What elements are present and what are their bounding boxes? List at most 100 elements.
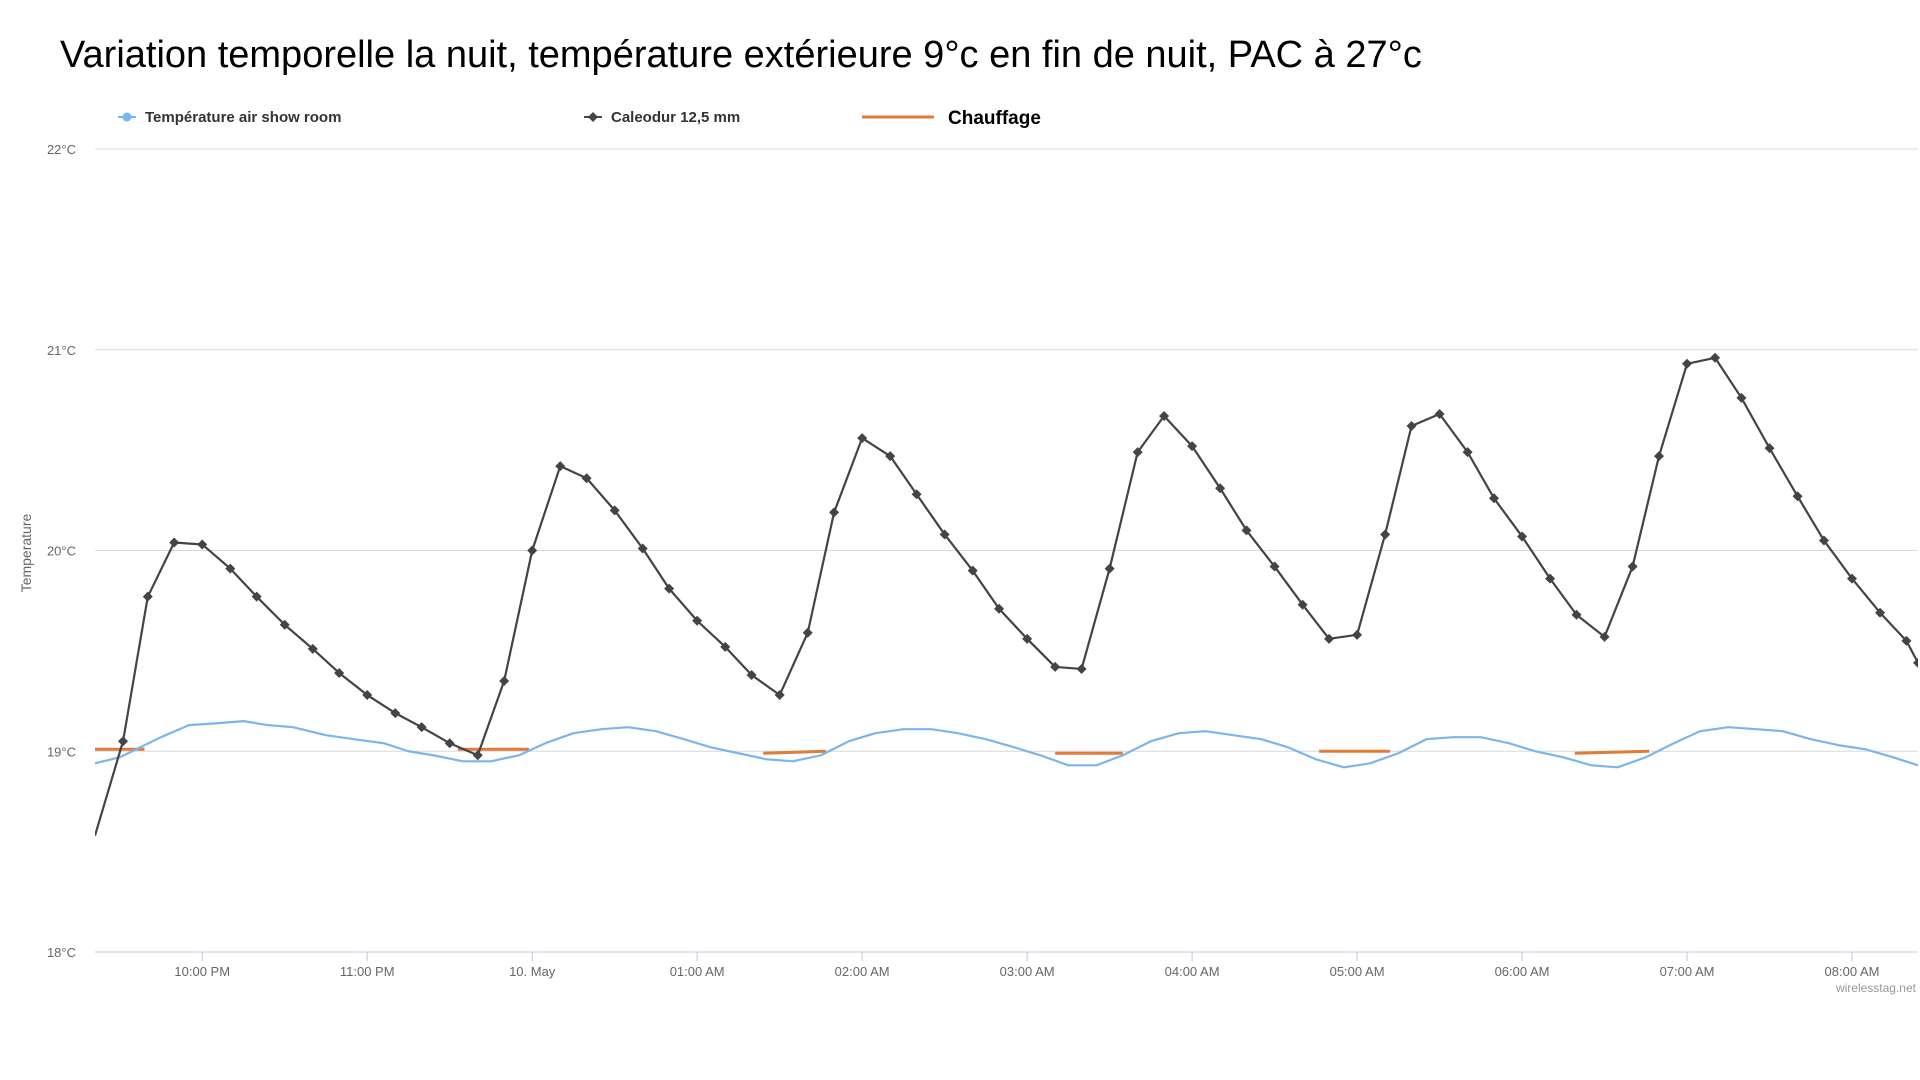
series-caleodur-point <box>1434 408 1445 419</box>
series-caleodur-point <box>581 473 592 484</box>
x-tick-label: 08:00 AM <box>1825 964 1880 979</box>
series-caleodur-point <box>1241 525 1252 536</box>
series-caleodur-point <box>1545 573 1556 584</box>
series-caleodur-point <box>1517 531 1528 542</box>
credits[interactable]: wirelesstag.net <box>1835 981 1917 995</box>
series-caleodur-point <box>307 643 318 654</box>
series-caleodur-point <box>1653 451 1664 462</box>
series-caleodur-point <box>416 722 427 733</box>
series-caleodur-point <box>444 738 455 749</box>
series-caleodur-point <box>1901 635 1912 646</box>
series-caleodur-point <box>885 451 896 462</box>
y-tick-label: 18°C <box>47 945 76 960</box>
series-caleodur-point <box>637 543 648 554</box>
series-caleodur-point <box>225 563 236 574</box>
series-caleodur-point <box>857 433 868 444</box>
grid <box>95 148 1918 953</box>
series-caleodur-point <box>499 675 510 686</box>
series-caleodur-point <box>1682 358 1693 369</box>
legend-label: Chauffage <box>948 108 1041 129</box>
series-caleodur-line <box>95 356 1918 836</box>
series-caleodur-point <box>1792 491 1803 502</box>
legend-symbol-circle <box>122 112 132 122</box>
series-caleodur-point <box>1710 352 1721 363</box>
series-caleodur-point <box>1571 609 1582 620</box>
legend-label: Caleodur 12,5 mm <box>611 109 740 126</box>
series-caleodur-point <box>746 669 757 680</box>
series-caleodur-point <box>1599 631 1610 642</box>
series-caleodur-point <box>197 539 208 550</box>
series-caleodur-point <box>118 736 129 747</box>
x-tick-label: 07:00 AM <box>1660 964 1715 979</box>
series-caleodur-point <box>1406 421 1417 432</box>
series-caleodur-point <box>1462 447 1473 458</box>
legend[interactable]: Température air show room Caleodur 12,5 m… <box>118 108 1041 129</box>
series-caleodur-point <box>1104 563 1115 574</box>
series-caleodur-point <box>1489 493 1500 504</box>
series-caleodur-point <box>1764 443 1775 454</box>
series-air-line <box>95 720 1918 769</box>
series-caleodur-point <box>1913 657 1918 668</box>
series-caleodur-point <box>774 690 785 701</box>
x-tick-label: 02:00 AM <box>835 964 890 979</box>
series-caleodur-point <box>802 627 813 638</box>
y-tick-label: 19°C <box>47 744 76 759</box>
series-caleodur-point <box>1159 410 1170 421</box>
series-caleodur-point <box>1736 392 1747 403</box>
series-caleodur-point <box>1215 483 1226 494</box>
series-caleodur-point <box>1875 607 1886 618</box>
series-caleodur-point <box>279 619 290 630</box>
series-chauffage-segment <box>763 749 826 755</box>
series-caleodur-point <box>334 667 345 678</box>
series-caleodur-point <box>169 537 180 548</box>
x-tick-label: 06:00 AM <box>1495 964 1550 979</box>
x-tick-label: 05:00 AM <box>1330 964 1385 979</box>
series-layer <box>95 352 1918 836</box>
series-caleodur-point <box>692 615 703 626</box>
series-caleodur-point <box>939 529 950 540</box>
series-caleodur-point <box>527 545 538 556</box>
series-caleodur-point <box>1818 535 1829 546</box>
y-tick-label: 21°C <box>47 343 76 358</box>
legend-symbol-diamond <box>588 112 598 122</box>
series-caleodur-point <box>251 591 262 602</box>
legend-item-chauffage[interactable]: Chauffage <box>862 108 1041 129</box>
series-caleodur-point <box>1324 633 1335 644</box>
series-caleodur-point <box>472 750 483 761</box>
x-tick-label: 03:00 AM <box>1000 964 1055 979</box>
legend-item-air[interactable]: Température air show room <box>118 109 341 126</box>
series-caleodur-point <box>994 603 1005 614</box>
series-caleodur-point <box>1352 629 1363 640</box>
legend-label: Température air show room <box>145 109 341 126</box>
series-caleodur-point <box>967 565 978 576</box>
x-tick-label: 10:00 PM <box>174 964 230 979</box>
page-title: Variation temporelle la nuit, températur… <box>60 34 1422 76</box>
series-caleodur-point <box>1847 573 1858 584</box>
series-caleodur-point <box>1132 447 1143 458</box>
series-caleodur-point <box>911 489 922 500</box>
legend-item-caleodur[interactable]: Caleodur 12,5 mm <box>584 109 740 126</box>
series-caleodur-point <box>142 591 153 602</box>
series-caleodur-point <box>1297 599 1308 610</box>
series-caleodur-point <box>1022 633 1033 644</box>
series-caleodur-point <box>555 461 566 472</box>
x-tick-label: 04:00 AM <box>1165 964 1220 979</box>
x-tick-label: 01:00 AM <box>670 964 725 979</box>
series-caleodur-point <box>609 505 620 516</box>
y-tick-label: 22°C <box>47 142 76 157</box>
x-tick-label: 11:00 PM <box>340 964 395 979</box>
y-axis-label: Temperature <box>18 513 34 592</box>
x-tick-label: 10. May <box>509 964 556 979</box>
y-tick-label: 20°C <box>47 544 76 559</box>
series-caleodur-point <box>1187 441 1198 452</box>
series-chauffage-segment <box>1574 749 1650 755</box>
series-caleodur-point <box>1076 663 1087 674</box>
series-caleodur-point <box>390 708 401 719</box>
series-caleodur-point <box>1269 561 1280 572</box>
axes: 18°C 19°C 20°C 21°C 22°C 10:00 PM 11:00 PM 10. … <box>47 142 1880 979</box>
series-caleodur-point <box>1380 529 1391 540</box>
series-caleodur-point <box>829 507 840 518</box>
series-caleodur-point <box>720 641 731 652</box>
series-caleodur-point <box>362 690 373 701</box>
